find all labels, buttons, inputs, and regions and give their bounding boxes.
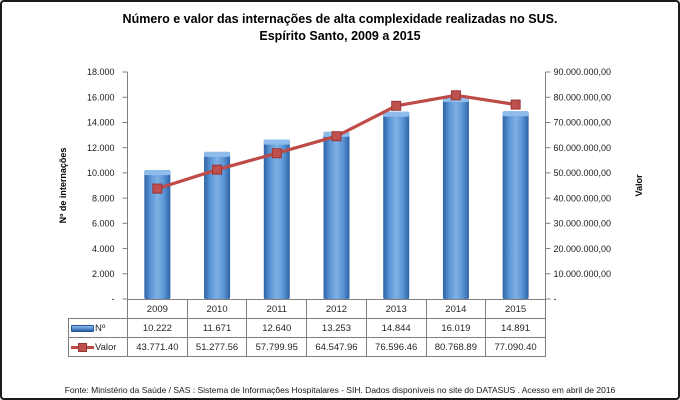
year-cell: 2015 <box>485 299 546 319</box>
value-cell: 76.596.46 <box>365 337 427 357</box>
bar-2013 <box>383 111 410 300</box>
data-table: 2009 2010 2011 2012 2013 2014 2015 Nº 10.222 11.6… <box>68 299 546 357</box>
legend-label: Nº <box>95 322 106 334</box>
value-cell: 80.768.89 <box>425 337 487 357</box>
left-axis-tick-label: 6.000 <box>92 219 115 229</box>
left-axis-title: Nº de internações <box>58 148 68 224</box>
year-cell: 2010 <box>186 299 248 319</box>
chart-title: Número e valor das internações de alta c… <box>2 11 678 45</box>
bar-2010 <box>204 151 231 299</box>
right-axis-tick-label: 50.000.000,00 <box>554 168 612 178</box>
left-axis-tick-label: 16.000 <box>87 92 115 102</box>
value-cell: 14.891 <box>485 318 546 338</box>
bar-2011 <box>263 139 290 299</box>
right-axis-tick-label: 30.000.000,00 <box>554 219 612 229</box>
right-axis-tick-label: 40.000.000,00 <box>554 193 612 203</box>
year-cell: 2012 <box>306 299 367 319</box>
line-series-swatch-icon <box>71 342 94 352</box>
value-cell: 64.547.96 <box>306 337 367 357</box>
value-cell: 12.640 <box>246 318 308 338</box>
bar-2014 <box>442 96 469 300</box>
value-cell: 43.771.40 <box>127 337 188 357</box>
valor-marker-2009 <box>152 183 163 194</box>
bar-cap-2013 <box>383 111 410 117</box>
value-cell: 11.671 <box>186 318 248 338</box>
valor-marker-2010 <box>212 164 223 175</box>
chart-data-table: 2009 2010 2011 2012 2013 2014 2015 Nº 10.222 11.6… <box>68 299 546 357</box>
bar-series-swatch-icon <box>71 324 94 332</box>
left-axis-tick-label: 14.000 <box>87 118 115 128</box>
bar-2015 <box>502 111 529 299</box>
left-axis-tick-label: 8.000 <box>92 193 115 203</box>
chart-title-line1: Número e valor das internações de alta c… <box>122 12 558 26</box>
bar-cap-2015 <box>502 111 529 117</box>
left-axis-tick-label: 18.000 <box>87 67 115 77</box>
bar-cap-2011 <box>263 139 290 145</box>
value-cell: 51.277.56 <box>186 337 248 357</box>
valor-marker-2015 <box>510 99 521 110</box>
table-row-numero: Nº 10.222 11.671 12.640 13.253 14.844 16.019 14… <box>68 318 546 338</box>
right-axis-tick-label: 90.000.000,00 <box>554 67 612 77</box>
legend-cell: Valor <box>68 337 128 357</box>
source-note: Fonte: Ministério da Saúde / SAS : Siste… <box>64 385 616 395</box>
right-axis-tick-label: 20.000.000,00 <box>554 244 612 254</box>
legend-label: Valor <box>95 341 117 353</box>
valor-marker-2013 <box>391 100 402 111</box>
legend-cell: Nº <box>68 318 128 338</box>
bar-cap-2010 <box>204 151 231 157</box>
bar-2009 <box>144 170 171 299</box>
year-cell: 2009 <box>127 299 188 319</box>
right-axis-tick-label: - <box>554 294 557 304</box>
bar-2012 <box>323 131 350 299</box>
value-cell: 16.019 <box>425 318 487 338</box>
valor-marker-2012 <box>331 131 342 142</box>
table-row-valor: Valor 43.771.40 51.277.56 57.799.95 64.547.9… <box>68 337 546 357</box>
valor-marker-2011 <box>271 148 282 159</box>
value-cell: 57.799.95 <box>246 337 308 357</box>
value-cell: 10.222 <box>127 318 188 338</box>
right-axis-tick-label: 80.000.000,00 <box>554 92 612 102</box>
left-axis-tick-label: - <box>112 294 115 304</box>
table-year-header-row: 2009 2010 2011 2012 2013 2014 2015 <box>69 299 546 319</box>
left-axis-tick-label: 2.000 <box>92 269 115 279</box>
chart-title-line2: Espírito Santo, 2009 a 2015 <box>259 29 421 43</box>
value-cell: 13.253 <box>306 318 367 338</box>
left-axis-tick-label: 4.000 <box>92 244 115 254</box>
left-axis-tick-label: 10.000 <box>87 168 115 178</box>
value-cell: 77.090.40 <box>485 337 546 357</box>
right-axis-title: Valor <box>634 174 644 197</box>
year-cell: 2013 <box>365 299 427 319</box>
value-cell: 14.844 <box>365 318 427 338</box>
bar-cap-2009 <box>144 170 171 176</box>
right-axis-tick-label: 10.000.000,00 <box>554 269 612 279</box>
valor-marker-2014 <box>450 90 461 101</box>
right-axis-tick-label: 70.000.000,00 <box>554 118 612 128</box>
left-axis-tick-label: 12.000 <box>87 143 115 153</box>
year-cell: 2014 <box>425 299 487 319</box>
table-corner-blank <box>69 300 128 319</box>
line-swatch-marker <box>78 343 87 352</box>
year-cell: 2011 <box>246 299 308 319</box>
right-axis-tick-label: 60.000.000,00 <box>554 143 612 153</box>
